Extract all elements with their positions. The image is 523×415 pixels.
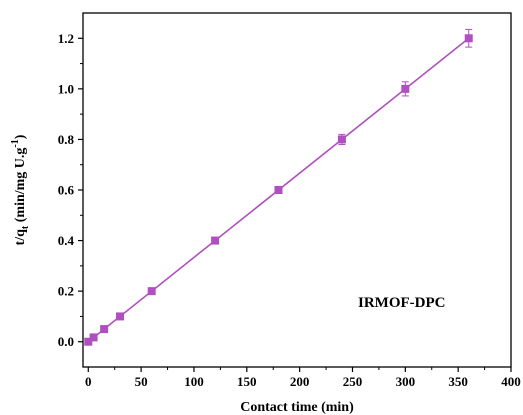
data-point — [100, 325, 109, 334]
y-tick-label: 0.8 — [58, 132, 75, 147]
x-axis-tick-labels: 0 50 100 150 200 250 300 350 400 — [85, 374, 521, 389]
y-axis-title-superscript: -1 — [10, 139, 21, 147]
x-tick-label: 400 — [501, 374, 521, 389]
x-tick-label: 350 — [448, 374, 468, 389]
data-point — [337, 135, 346, 144]
data-point — [115, 312, 124, 321]
data-point — [401, 84, 410, 93]
x-axis-ticks — [87, 367, 512, 372]
y-tick-label: 1.2 — [58, 31, 74, 46]
data-point — [89, 333, 98, 342]
y-axis-title: t/qt (min/mg U.g-1) — [10, 134, 31, 245]
x-axis-title: Contact time (min) — [240, 400, 354, 415]
y-axis-title-prefix: t/q — [13, 229, 28, 246]
y-tick-label: 1.0 — [58, 81, 74, 96]
data-point — [211, 236, 220, 245]
data-points — [84, 34, 473, 346]
series-annotation: IRMOF-DPC — [358, 295, 445, 311]
x-tick-label: 0 — [85, 374, 92, 389]
x-tick-label: 200 — [290, 374, 310, 389]
y-axis-tick-labels: 0.0 0.2 0.4 0.6 0.8 1.0 1.2 — [58, 31, 75, 349]
y-tick-label: 0.2 — [58, 284, 74, 299]
y-tick-label: 0.4 — [58, 233, 75, 248]
x-tick-label: 100 — [184, 374, 204, 389]
x-tick-label: 150 — [237, 374, 257, 389]
plot-frame — [82, 12, 512, 368]
x-tick-label: 300 — [396, 374, 416, 389]
y-axis-title-suffix: ) — [13, 134, 28, 139]
y-axis-ticks — [78, 37, 83, 343]
data-point — [147, 287, 156, 296]
data-point — [84, 337, 93, 346]
y-axis-title-subscript: t — [20, 225, 31, 229]
y-tick-label: 0.6 — [58, 183, 75, 198]
x-tick-label: 250 — [343, 374, 363, 389]
x-tick-label: 50 — [135, 374, 148, 389]
y-tick-label: 0.0 — [58, 334, 74, 349]
data-point — [274, 186, 283, 194]
data-point — [464, 34, 473, 43]
y-axis-title-text: (min/mg U.g — [13, 148, 28, 226]
